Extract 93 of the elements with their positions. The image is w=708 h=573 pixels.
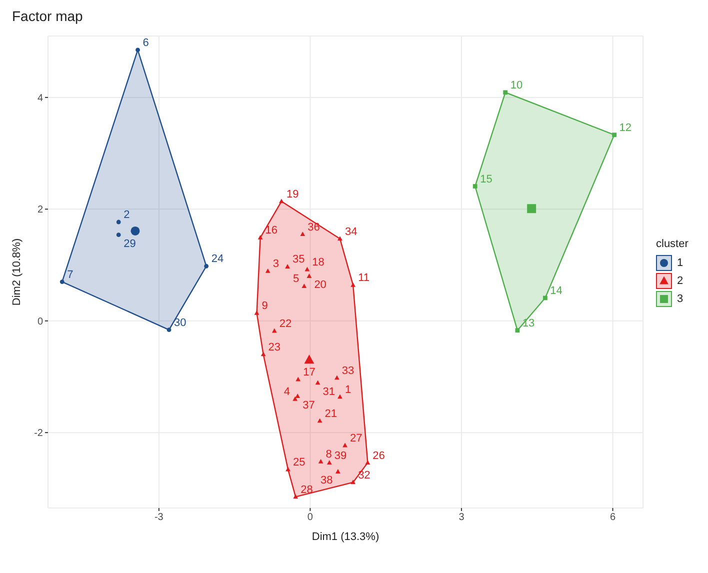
annotation: 12 bbox=[619, 122, 632, 134]
point bbox=[258, 235, 263, 240]
point bbox=[527, 204, 536, 214]
annotation: 38 bbox=[320, 474, 333, 487]
annotation: 10 bbox=[510, 79, 523, 92]
point bbox=[342, 442, 348, 448]
annotation: 16 bbox=[265, 224, 278, 237]
point bbox=[472, 184, 478, 188]
annotation: 19 bbox=[286, 188, 299, 200]
legend-label: 3 bbox=[677, 293, 684, 305]
annotation: 21 bbox=[324, 408, 338, 420]
annotation: 35 bbox=[292, 254, 305, 266]
annotation: 1 bbox=[344, 384, 352, 396]
y-tick-label: 4 bbox=[37, 92, 44, 104]
point bbox=[130, 226, 140, 236]
annotation: 7 bbox=[67, 268, 74, 281]
annotation: 14 bbox=[550, 284, 562, 297]
annotation: 33 bbox=[342, 364, 354, 377]
point bbox=[265, 268, 270, 273]
point bbox=[317, 418, 322, 423]
point bbox=[166, 328, 172, 332]
annotation: 18 bbox=[312, 256, 324, 268]
point bbox=[60, 280, 64, 284]
y-tick-label: 0 bbox=[37, 316, 44, 328]
x-tick-label: -3 bbox=[154, 512, 164, 524]
point bbox=[336, 469, 340, 474]
x-tick-label: 6 bbox=[610, 512, 616, 524]
legend-title: cluster bbox=[656, 238, 688, 250]
annotation: 24 bbox=[211, 253, 224, 266]
point bbox=[279, 198, 284, 204]
point bbox=[542, 296, 548, 300]
annotation: 13 bbox=[522, 317, 535, 330]
point bbox=[318, 459, 324, 464]
point bbox=[260, 352, 266, 356]
point bbox=[204, 264, 209, 268]
legend-label: 1 bbox=[677, 257, 684, 269]
point bbox=[315, 380, 320, 385]
annotation: 25 bbox=[293, 456, 306, 468]
legend-label: 2 bbox=[677, 275, 684, 287]
point bbox=[286, 466, 290, 472]
x-axis-title: Dim1 (13.3%) bbox=[312, 531, 380, 543]
x-tick-label: 0 bbox=[307, 512, 314, 524]
x-tick-label: 3 bbox=[458, 512, 465, 524]
point bbox=[338, 236, 342, 241]
annotation: 26 bbox=[372, 450, 385, 462]
point bbox=[515, 328, 520, 333]
annotation: 34 bbox=[344, 226, 358, 238]
annotation: 37 bbox=[302, 399, 315, 412]
annotation: 29 bbox=[124, 238, 136, 250]
point bbox=[612, 132, 616, 138]
annotation: 20 bbox=[314, 279, 326, 292]
annotation: 4 bbox=[284, 386, 290, 398]
point bbox=[306, 274, 312, 278]
annotation: 9 bbox=[262, 300, 268, 312]
annotation: 15 bbox=[480, 173, 492, 186]
point bbox=[304, 354, 314, 364]
y-tick-label: -2 bbox=[34, 428, 44, 440]
point bbox=[295, 394, 300, 398]
annotation: 36 bbox=[308, 221, 320, 234]
point bbox=[292, 396, 298, 401]
annotation: 28 bbox=[300, 484, 313, 496]
annotation: 8 bbox=[326, 448, 332, 461]
point bbox=[293, 494, 298, 499]
y-tick-label: 2 bbox=[37, 204, 44, 216]
point bbox=[136, 48, 140, 52]
chart-title: Factor map bbox=[12, 8, 83, 24]
point bbox=[116, 232, 121, 238]
annotation: 2 bbox=[124, 209, 130, 222]
point bbox=[350, 480, 356, 484]
point bbox=[302, 284, 307, 288]
point bbox=[338, 394, 342, 399]
point bbox=[503, 90, 508, 95]
point bbox=[326, 460, 332, 465]
point bbox=[365, 460, 370, 465]
annotation: 6 bbox=[142, 36, 149, 49]
point bbox=[285, 264, 290, 268]
point bbox=[116, 220, 121, 224]
annotation: 11 bbox=[358, 272, 370, 284]
annotation: 17 bbox=[303, 366, 316, 379]
annotation: 23 bbox=[268, 341, 281, 354]
annotation: 30 bbox=[174, 316, 186, 329]
point bbox=[350, 282, 356, 287]
annotation: 3 bbox=[272, 258, 279, 270]
annotation: 22 bbox=[279, 318, 292, 330]
annotation: 31 bbox=[322, 386, 336, 398]
y-axis-title: Dim2 (10.8%) bbox=[10, 238, 23, 306]
annotation: 32 bbox=[358, 469, 370, 482]
annotation: 27 bbox=[350, 432, 362, 444]
point bbox=[296, 376, 301, 382]
annotation: 39 bbox=[334, 450, 347, 462]
annotation: 5 bbox=[292, 273, 300, 286]
point bbox=[300, 232, 306, 236]
point bbox=[334, 375, 340, 380]
